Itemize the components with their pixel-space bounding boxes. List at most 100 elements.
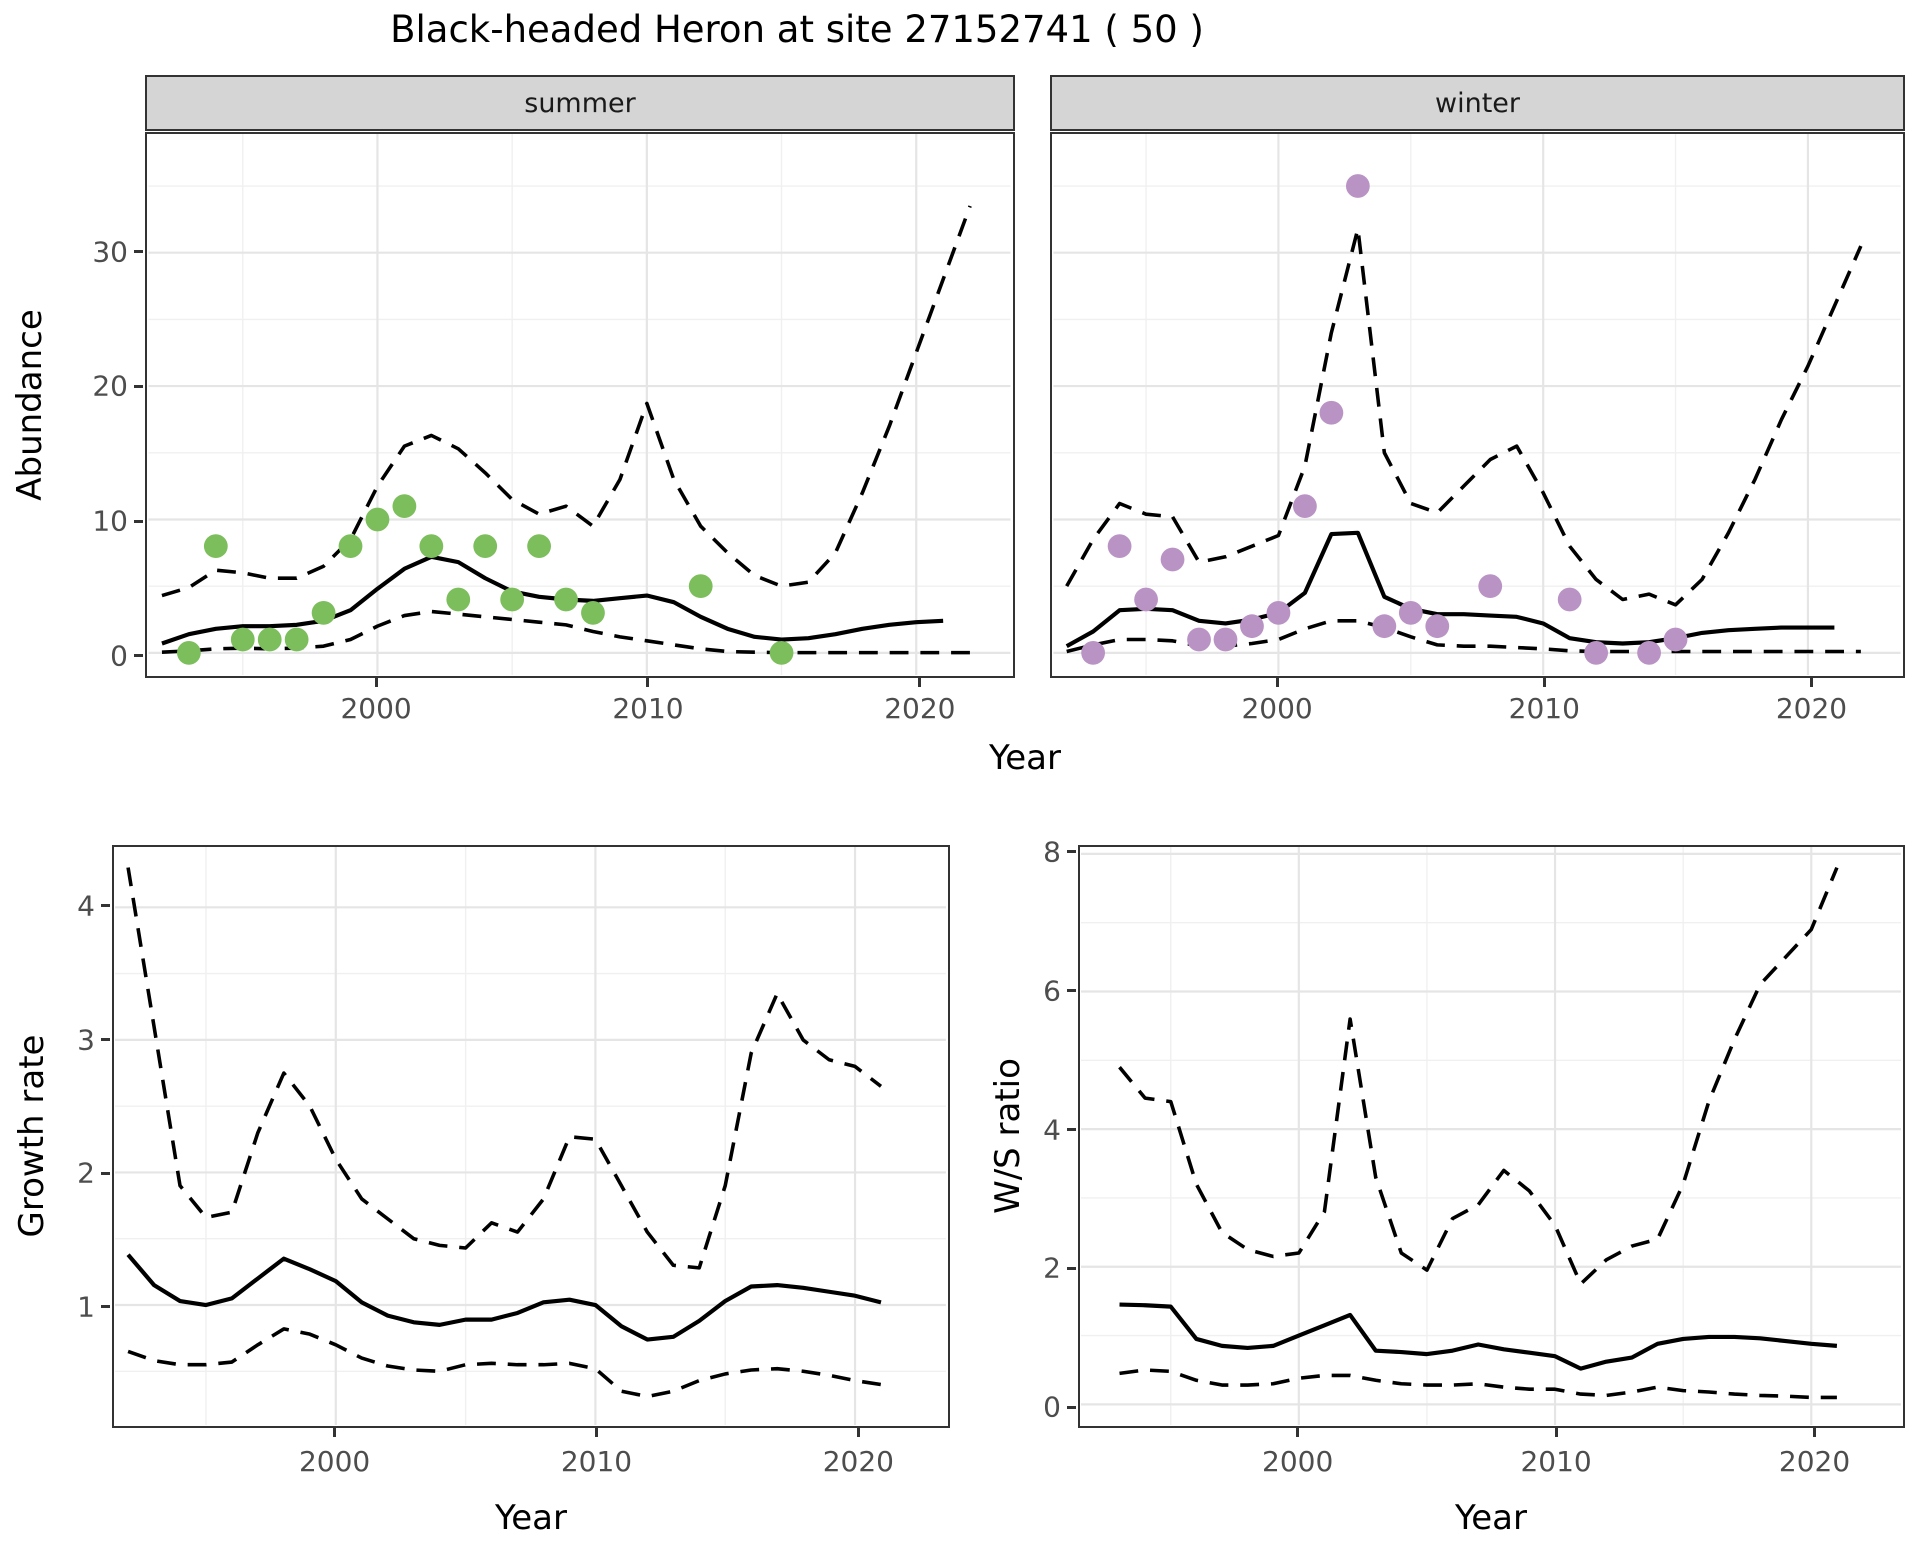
x-axis-tick-mark (1275, 678, 1279, 687)
abundance-summer-median-line (161, 554, 944, 646)
x-axis-tick-label: 2000 (1241, 692, 1313, 725)
y-axis-tick-label: 3 (77, 1023, 95, 1057)
abundance-winter-lower_ci-line (1066, 619, 1861, 654)
x-axis-tick-label: 2020 (884, 692, 956, 725)
x-axis-label-year-top: Year (989, 738, 1061, 778)
abundance-winter-observation-point (1425, 614, 1450, 639)
x-axis-tick-mark (646, 678, 650, 687)
x-axis-tick-label: 2010 (560, 1445, 633, 1478)
abundance-winter-observation-point (1240, 614, 1264, 639)
x-axis-tick-label: 2020 (822, 1445, 894, 1478)
x-axis-tick-mark (1809, 678, 1813, 687)
x-axis-tick-mark (1554, 1428, 1558, 1437)
y-axis-tick-label: 2 (77, 1156, 95, 1190)
growth-rate-upper_ci-line (126, 867, 883, 1270)
x-axis-tick-mark (374, 678, 378, 687)
y-axis-tick-mark (134, 654, 143, 658)
y-axis-tick-mark (134, 384, 143, 388)
x-axis-tick-label: 2020 (1775, 692, 1848, 725)
y-axis-tick-label: 10 (92, 504, 128, 538)
abundance-summer-observation-point (257, 627, 282, 652)
y-axis-tick-label: 1 (77, 1290, 95, 1324)
y-axis-tick-mark (101, 1038, 110, 1042)
y-axis-tick-mark (1067, 1266, 1076, 1270)
abundance-winter-upper_ci-line (1065, 226, 1863, 607)
y-axis-tick-mark (1067, 1128, 1076, 1132)
y-axis-tick-mark (101, 904, 110, 908)
page-title: Black-headed Heron at site 27152741 ( 50… (390, 8, 1204, 51)
y-axis-tick-label: 6 (1043, 974, 1061, 1008)
abundance-winter-observation-point (1663, 627, 1688, 652)
abundance-summer-observation-point (284, 627, 309, 652)
x-axis-tick-mark (1813, 1428, 1817, 1437)
x-axis-tick-mark (594, 1428, 598, 1437)
growth-rate-panel (112, 845, 950, 1428)
y-axis-tick-mark (101, 1171, 110, 1175)
abundance-summer-observation-point (500, 587, 525, 612)
abundance-winter-observation-point (1213, 627, 1238, 652)
abundance-summer-upper_ci-line (161, 205, 972, 598)
x-axis-tick-label: 2010 (612, 692, 684, 725)
y-axis-tick-label: 8 (1043, 835, 1061, 869)
abundance-winter-observation-point (1187, 627, 1211, 652)
y-axis-label-ws-ratio: W/S ratio (988, 1058, 1028, 1214)
x-axis-tick-mark (333, 1428, 337, 1437)
y-axis-tick-mark (1067, 989, 1076, 993)
ws-ratio-median-line (1119, 1302, 1838, 1371)
abundance-summer-observation-point (688, 574, 713, 599)
abundance-winter-observation-point (1637, 640, 1661, 665)
facet-strip-winter-label: winter (1435, 87, 1520, 119)
abundance-summer-observation-point (203, 534, 228, 559)
abundance-summer-observation-point (365, 507, 390, 532)
x-axis-tick-label: 2000 (340, 692, 412, 725)
x-axis-label-year-ws: Year (1455, 1498, 1527, 1538)
abundance-summer-panel (145, 132, 1015, 678)
x-axis-tick-mark (1542, 678, 1546, 687)
abundance-winter-observation-point (1372, 614, 1397, 639)
abundance-winter-observation-point (1160, 547, 1185, 572)
abundance-winter-observation-point (1398, 600, 1423, 625)
abundance-winter-observation-point (1134, 587, 1158, 612)
x-axis-tick-mark (918, 678, 922, 687)
y-axis-tick-label: 0 (110, 639, 128, 673)
abundance-winter-observation-point (1107, 534, 1132, 559)
ws-ratio-upper_ci-line (1118, 866, 1839, 1286)
y-axis-label-growth-rate: Growth rate (12, 1034, 52, 1238)
abundance-winter-observation-point (1319, 400, 1344, 425)
y-axis-tick-mark (134, 519, 143, 523)
abundance-winter-observation-point (1557, 587, 1582, 612)
facet-strip-summer: summer (145, 75, 1015, 131)
abundance-summer-observation-point (177, 640, 201, 665)
x-axis-tick-mark (1296, 1428, 1300, 1437)
abundance-summer-observation-point (446, 587, 471, 612)
y-axis-tick-label: 0 (1043, 1390, 1061, 1424)
abundance-summer-observation-point (392, 494, 417, 519)
x-axis-tick-label: 2010 (1520, 1445, 1592, 1478)
abundance-summer-observation-point (311, 600, 336, 625)
abundance-summer-observation-point (230, 627, 255, 652)
y-axis-tick-mark (101, 1305, 110, 1309)
x-axis-tick-label: 2000 (298, 1445, 371, 1478)
x-axis-label-year-growth: Year (495, 1498, 567, 1538)
abundance-summer-observation-point (473, 534, 498, 559)
y-axis-tick-label: 4 (1043, 1113, 1061, 1147)
abundance-summer-observation-point (527, 534, 551, 559)
ws-ratio-lower_ci-line (1119, 1368, 1837, 1400)
y-axis-label-abundance: Abundance (10, 309, 50, 501)
abundance-winter-observation-point (1081, 640, 1106, 665)
x-axis-tick-label: 2010 (1508, 692, 1580, 725)
y-axis-tick-label: 4 (77, 889, 95, 923)
x-axis-tick-label: 2000 (1262, 1445, 1334, 1478)
abundance-winter-observation-point (1345, 174, 1370, 198)
abundance-winter-observation-point (1584, 640, 1609, 665)
facet-strip-winter: winter (1050, 75, 1905, 131)
abundance-winter-observation-point (1266, 600, 1291, 625)
y-axis-tick-label: 2 (1043, 1251, 1061, 1285)
y-axis-tick-label: 20 (92, 369, 128, 403)
abundance-summer-observation-point (419, 534, 444, 559)
abundance-winter-observation-point (1478, 574, 1503, 599)
abundance-summer-observation-point (554, 587, 578, 612)
abundance-winter-panel (1050, 132, 1905, 678)
x-axis-tick-label: 2020 (1778, 1445, 1851, 1478)
